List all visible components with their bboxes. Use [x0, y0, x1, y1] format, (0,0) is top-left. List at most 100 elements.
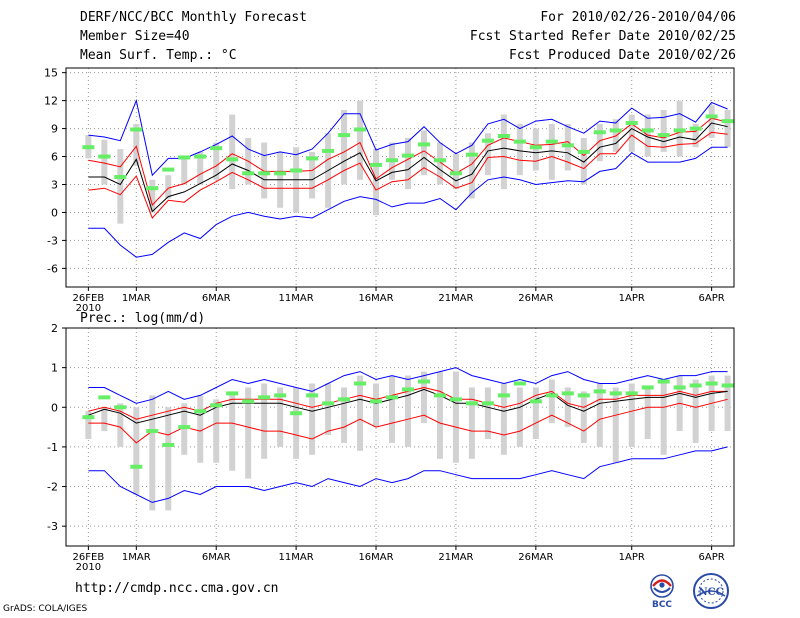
observed-mark — [609, 391, 622, 396]
observed-mark — [306, 393, 319, 398]
spread-bar — [580, 391, 587, 443]
spread-bar — [357, 100, 364, 180]
x-tick-label: 16MAR — [358, 552, 393, 563]
variable-label: Mean Surf. Temp.: °C — [80, 48, 237, 63]
spread-bar — [261, 142, 268, 199]
observed-mark — [433, 393, 446, 398]
observed-mark — [210, 146, 223, 151]
spread-bar — [724, 375, 731, 432]
observed-mark — [529, 399, 542, 404]
observed-mark — [449, 171, 462, 176]
observed-mark — [433, 158, 446, 163]
observed-mark — [593, 130, 606, 135]
observed-mark — [545, 393, 558, 398]
observed-mark — [386, 158, 399, 163]
spread-bar — [452, 371, 459, 463]
spread-bar — [612, 387, 619, 463]
observed-mark — [82, 415, 95, 420]
grads-credit: GrADS: COLA/IGES — [3, 604, 88, 614]
spread-bar — [165, 407, 172, 511]
observed-mark — [513, 381, 526, 386]
spread-bar — [468, 387, 475, 459]
spread-bar — [580, 137, 587, 185]
y-tick-label: 2 — [51, 322, 58, 335]
y-tick-label: 0 — [51, 401, 58, 414]
y-tick-label: 6 — [51, 151, 58, 164]
spread-bar — [133, 123, 140, 166]
mean-line — [88, 122, 728, 213]
bcc-logo: BCC — [650, 574, 674, 610]
x-tick-label: 1APR — [619, 293, 645, 304]
observed-mark — [130, 464, 143, 469]
spread-bar — [245, 387, 252, 479]
observed-mark — [194, 409, 207, 414]
spread-bar — [309, 151, 316, 199]
spread-bar — [101, 407, 108, 432]
spread-bar — [532, 128, 539, 171]
y-tick-label: -3 — [47, 234, 58, 247]
spread-bar — [341, 387, 348, 443]
spread-bar — [708, 105, 715, 138]
spread-bar — [436, 371, 443, 459]
observed-mark — [290, 411, 303, 416]
observed-mark — [258, 171, 271, 176]
source-url[interactable]: http://cmdp.ncc.cma.gov.cn — [75, 581, 279, 596]
spread-bar — [692, 379, 699, 443]
y-tick-label: 3 — [51, 178, 58, 191]
spread-bar — [564, 387, 571, 428]
min-line — [88, 146, 728, 258]
observed-mark — [338, 397, 351, 402]
spread-bar — [548, 123, 555, 180]
observed-mark — [226, 157, 239, 162]
observed-mark — [497, 134, 510, 139]
x-tick-label: 21MAR — [438, 293, 473, 304]
observed-mark — [513, 139, 526, 144]
observed-mark — [673, 128, 686, 133]
max-line — [88, 98, 728, 177]
spread-bar — [660, 109, 667, 152]
observed-mark — [593, 389, 606, 394]
spread-bar — [133, 407, 140, 495]
observed-mark — [354, 381, 367, 386]
y-tick-label: 12 — [44, 95, 58, 108]
spread-bar — [165, 175, 172, 199]
x-tick-label: 21MAR — [438, 552, 473, 563]
observed-mark — [417, 142, 430, 147]
ncc-logo: NCC — [693, 573, 729, 609]
y-tick-label: -6 — [47, 262, 58, 275]
spread-bar — [420, 371, 427, 424]
observed-mark — [641, 128, 654, 133]
spread-bar — [341, 109, 348, 185]
observed-mark — [98, 395, 111, 400]
observed-mark — [162, 442, 175, 447]
observed-mark — [545, 139, 558, 144]
spread-bar — [532, 387, 539, 439]
observed-mark — [322, 148, 335, 153]
spread-bar — [197, 151, 204, 185]
observed-mark — [657, 379, 670, 384]
x-tick-label: 6MAR — [202, 293, 231, 304]
spread-bar — [197, 395, 204, 463]
spread-bar — [85, 411, 92, 439]
precip-panel-title: Prec.: log(mm/d) — [80, 311, 205, 326]
x-tick-label: 11MAR — [279, 293, 314, 304]
observed-mark — [401, 387, 414, 392]
spread-bar — [309, 383, 316, 455]
spread-bar — [596, 383, 603, 447]
spread-bar — [389, 375, 396, 443]
observed-mark — [561, 143, 574, 148]
observed-mark — [98, 154, 111, 159]
spread-bar — [724, 109, 731, 148]
observed-mark — [705, 114, 718, 119]
observed-mark — [146, 186, 159, 191]
spread-bar — [628, 383, 635, 447]
x-tick-label: 11MAR — [279, 552, 314, 563]
observed-mark — [689, 126, 702, 131]
spread-bar — [404, 375, 411, 447]
spread-bar — [660, 383, 667, 455]
forecast-period: For 2010/02/26-2010/04/06 — [540, 10, 736, 25]
ncc-logo-text: NCC — [698, 587, 723, 598]
observed-mark — [673, 385, 686, 390]
